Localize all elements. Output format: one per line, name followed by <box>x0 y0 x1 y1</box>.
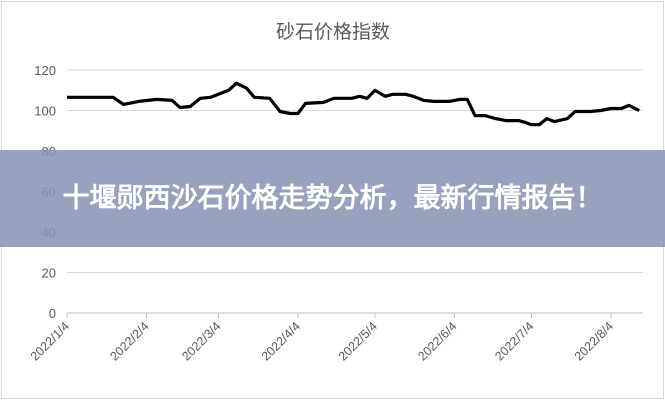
price-index-line <box>67 81 640 127</box>
chart-title: 砂石价格指数 <box>276 21 390 43</box>
y-tick-label: 100 <box>34 104 56 119</box>
x-tick-label: 2022/1/4 <box>28 319 72 363</box>
y-tick-label: 20 <box>42 266 56 281</box>
x-tick-label: 2022/7/4 <box>492 319 536 363</box>
x-tick-label: 2022/5/4 <box>336 319 380 363</box>
x-tick-label: 2022/8/4 <box>572 319 616 363</box>
y-tick-label: 120 <box>34 63 56 78</box>
y-tick-label: 0 <box>49 306 56 321</box>
headline-text: 十堰郧西沙石价格走势分析，最新行情报告！ <box>62 182 603 214</box>
headline-banner: 十堰郧西沙石价格走势分析，最新行情报告！ <box>0 150 665 247</box>
x-tick-label: 2022/4/4 <box>259 319 303 363</box>
x-tick-label: 2022/2/4 <box>107 319 151 363</box>
x-tick-label: 2022/6/4 <box>415 319 459 363</box>
x-tick-label: 2022/3/4 <box>179 319 223 363</box>
